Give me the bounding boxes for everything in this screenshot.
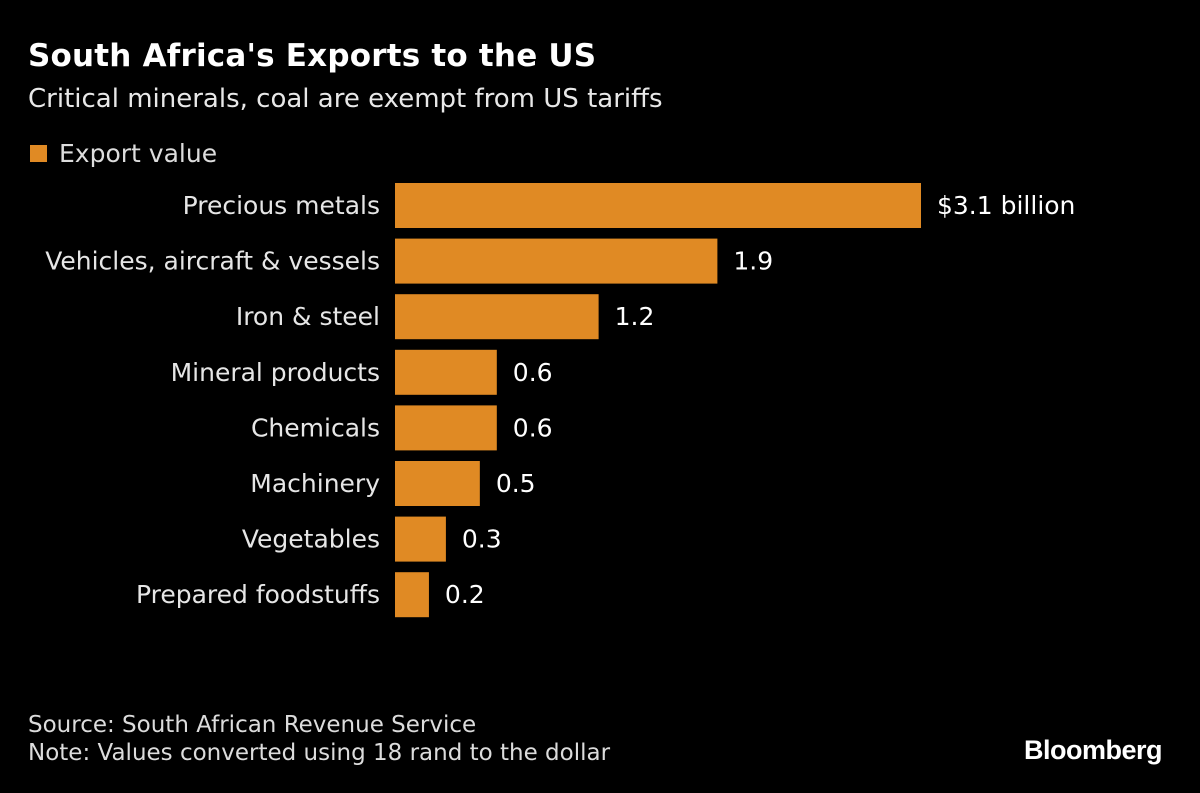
bar [395, 516, 446, 562]
value-label: 0.3 [462, 525, 502, 554]
value-label: 0.6 [513, 413, 553, 442]
bar [395, 183, 921, 228]
value-label: 1.2 [615, 302, 655, 331]
category-label: Vegetables [242, 525, 380, 554]
bar [395, 405, 497, 451]
category-label: Iron & steel [236, 302, 380, 331]
value-label: 1.9 [733, 247, 773, 276]
category-label: Chemicals [251, 413, 380, 442]
bar [395, 238, 718, 284]
bar [395, 461, 480, 506]
bar [395, 572, 429, 618]
value-label: 0.2 [445, 580, 485, 609]
value-label: 0.5 [496, 469, 536, 498]
value-label: 0.6 [513, 358, 553, 387]
category-label: Machinery [250, 469, 380, 498]
legend-label: Export value [59, 139, 218, 168]
source-note: Source: South African Revenue Service [28, 712, 477, 738]
category-label: Mineral products [171, 358, 380, 387]
category-label: Prepared foodstuffs [136, 580, 380, 609]
category-label: Vehicles, aircraft & vessels [45, 247, 380, 276]
value-label: $3.1 billion [937, 191, 1075, 220]
conversion-note: Note: Values converted using 18 rand to … [28, 740, 611, 766]
chart-title: South Africa's Exports to the US [28, 38, 597, 74]
legend-swatch [30, 145, 47, 162]
chart-subtitle: Critical minerals, coal are exempt from … [28, 84, 663, 114]
legend: Export value [30, 139, 217, 168]
bloomberg-logo: Bloomberg [1023, 735, 1163, 765]
bar [395, 294, 599, 340]
bar [395, 349, 497, 395]
category-label: Precious metals [183, 191, 380, 220]
